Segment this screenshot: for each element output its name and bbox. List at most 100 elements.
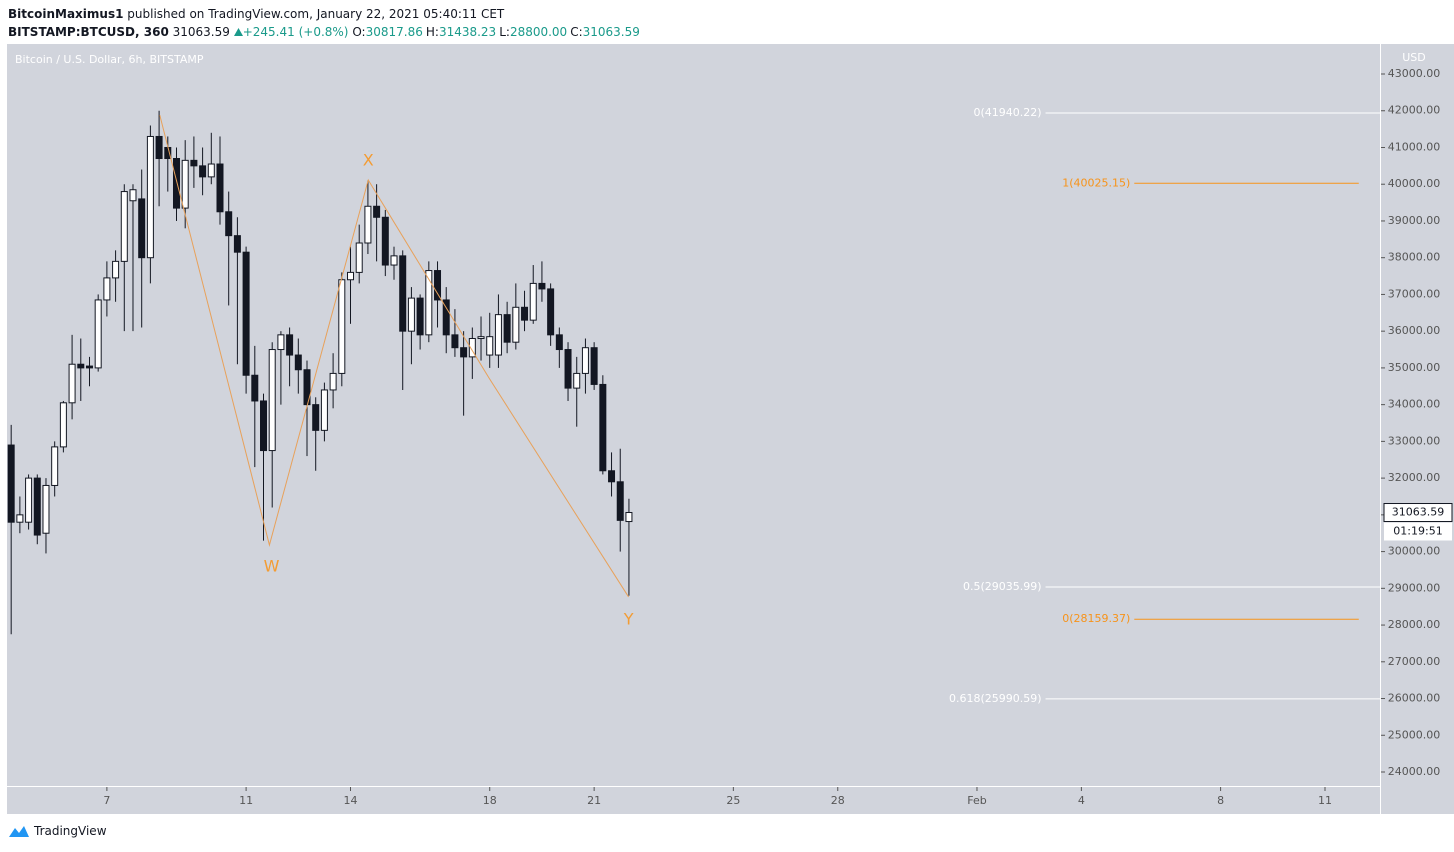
change: +245.41 (+0.8%) (242, 25, 349, 39)
candle-body (312, 404, 320, 431)
candle-body (564, 349, 572, 389)
last-price-box (1383, 503, 1453, 523)
x-tick-label: 14 (344, 794, 358, 807)
candle-body (85, 365, 93, 369)
candle-body (616, 481, 624, 521)
candle-body (112, 260, 120, 279)
candle-body (207, 163, 215, 178)
candle-body (364, 205, 372, 244)
candle-body (425, 270, 433, 336)
candle-body (286, 334, 294, 356)
logo (9, 826, 29, 837)
level-label: 1(40025.15) (1062, 176, 1130, 189)
candle-body (233, 235, 241, 253)
ohlc-value: 31438.23 (438, 25, 497, 39)
time-axis (7, 787, 1380, 814)
x-tick-label: 25 (726, 794, 740, 807)
brand: TradingView (34, 824, 107, 838)
candle-body (477, 336, 485, 340)
candle-body (625, 512, 633, 523)
countdown-box (1384, 522, 1452, 541)
ohlc: O:30817.86 H:31438.23 L:28800.00 C:31063.59 (352, 25, 643, 39)
candle-body (294, 354, 302, 371)
y-tick-label: 41000.00 (1388, 140, 1441, 153)
candle-body (77, 363, 85, 369)
candle-body (16, 514, 24, 523)
candle-body (172, 158, 180, 209)
ohlc-label: L: (499, 25, 510, 39)
candle-body (225, 211, 233, 237)
x-tick-label: 28 (831, 794, 845, 807)
wave-label: X (363, 151, 374, 170)
candle-body (190, 159, 198, 167)
y-tick-label: 32000.00 (1388, 471, 1441, 484)
y-tick-label: 35000.00 (1388, 361, 1441, 374)
ohlc-label: C: (570, 25, 583, 39)
y-tick-label: 24000.00 (1388, 765, 1441, 778)
x-tick-label: 8 (1217, 794, 1224, 807)
wave-label: Y (623, 609, 634, 628)
candle-body (68, 363, 76, 404)
candle-body (33, 477, 41, 536)
level-label: 0(41940.22) (973, 106, 1041, 119)
ohlc-label: O: (352, 25, 366, 39)
candle-body (277, 334, 285, 351)
y-tick-label: 30000.00 (1388, 545, 1441, 558)
plot: W X Y 0(41940.22) 1(40025.15) 0.5(29035.99) 0(… (7, 106, 1380, 705)
candle-body (599, 383, 607, 472)
candle-body (7, 444, 15, 523)
y-tick-label: 27000.00 (1388, 655, 1441, 668)
y-tick-label: 40000.00 (1388, 177, 1441, 190)
candle-body (355, 242, 363, 273)
plot-area (7, 44, 1380, 786)
countdown: 01:19:51 (1393, 525, 1442, 538)
candle-body (486, 336, 494, 356)
candle-body (94, 299, 102, 369)
candle-body (503, 314, 511, 343)
candle-body (521, 306, 529, 321)
candle-body (155, 135, 163, 160)
y-tick-label: 34000.00 (1388, 398, 1441, 411)
candle-body (120, 191, 128, 262)
candle-body (573, 372, 581, 389)
candle-body (608, 470, 616, 483)
candle-body (399, 255, 407, 332)
candle-body (590, 347, 598, 385)
wave-line (159, 115, 630, 598)
header-line: BitcoinMaximus1 published on TradingView… (8, 5, 643, 23)
candle-body (390, 255, 398, 266)
level-label: 0.618(25990.59) (949, 692, 1042, 705)
symbol: BITSTAMP:BTCUSD, 360 (8, 25, 169, 39)
y-tick-label: 36000.00 (1388, 324, 1441, 337)
candle-body (242, 251, 250, 376)
candle-body (434, 270, 442, 301)
candle-body (251, 374, 259, 402)
candle-body (260, 400, 268, 452)
candle-body (199, 165, 207, 178)
x-tick-label: Feb (967, 794, 986, 807)
candle-body (138, 198, 146, 259)
level-label: 0(28159.37) (1062, 612, 1130, 625)
chart-title: Bitcoin / U.S. Dollar, 6h, BITSTAMP (15, 53, 204, 66)
published: published on TradingView.com, January 22… (127, 7, 505, 21)
x-tick-label: 4 (1078, 794, 1085, 807)
candle-body (181, 159, 189, 209)
candle-body (146, 135, 154, 259)
candle-body (381, 216, 389, 266)
candle-body (103, 277, 111, 301)
ohlc-value: 28800.00 (509, 25, 568, 39)
candle-body (129, 189, 137, 202)
author: BitcoinMaximus1 (8, 7, 124, 21)
candle-body (468, 338, 476, 358)
y-tick-label: 28000.00 (1388, 618, 1441, 631)
y-tick-label: 26000.00 (1388, 692, 1441, 705)
candle-body (529, 282, 537, 321)
x-tick-label: 21 (587, 794, 601, 807)
last: 31063.59 (172, 25, 230, 39)
wave-label: W (264, 557, 280, 576)
x-tick-label: 11 (239, 794, 253, 807)
candle-body (581, 347, 589, 374)
header-line: BITSTAMP:BTCUSD, 360 31063.59 +245.41 (+… (8, 23, 643, 41)
